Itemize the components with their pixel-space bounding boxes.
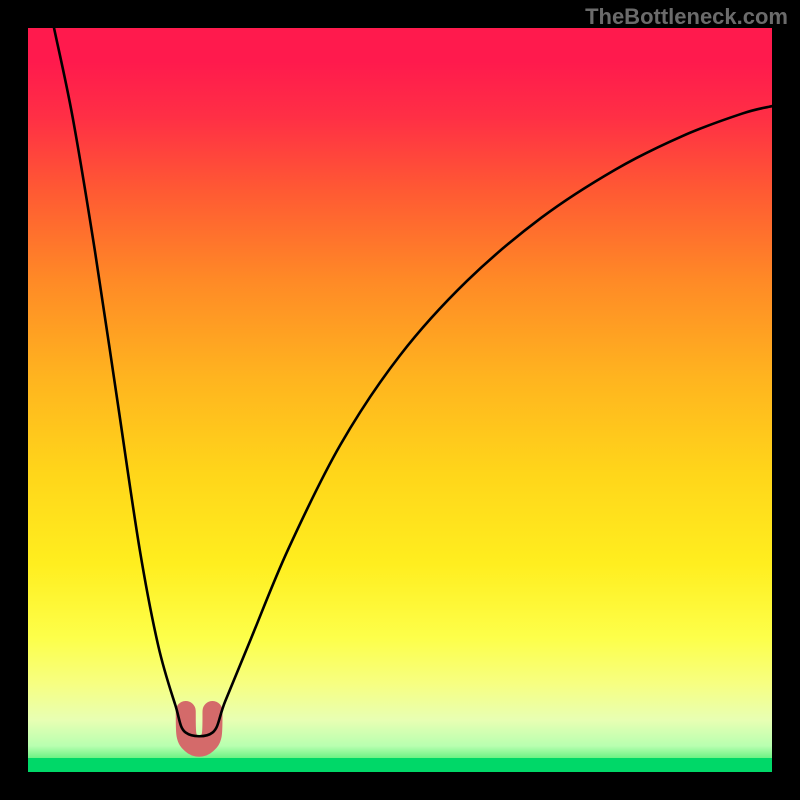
gradient-background (28, 28, 772, 772)
watermark-text: TheBottleneck.com (585, 4, 788, 30)
chart-stage: TheBottleneck.com (0, 0, 800, 800)
green-baseline-strip (28, 758, 772, 772)
bottleneck-chart (0, 0, 800, 800)
